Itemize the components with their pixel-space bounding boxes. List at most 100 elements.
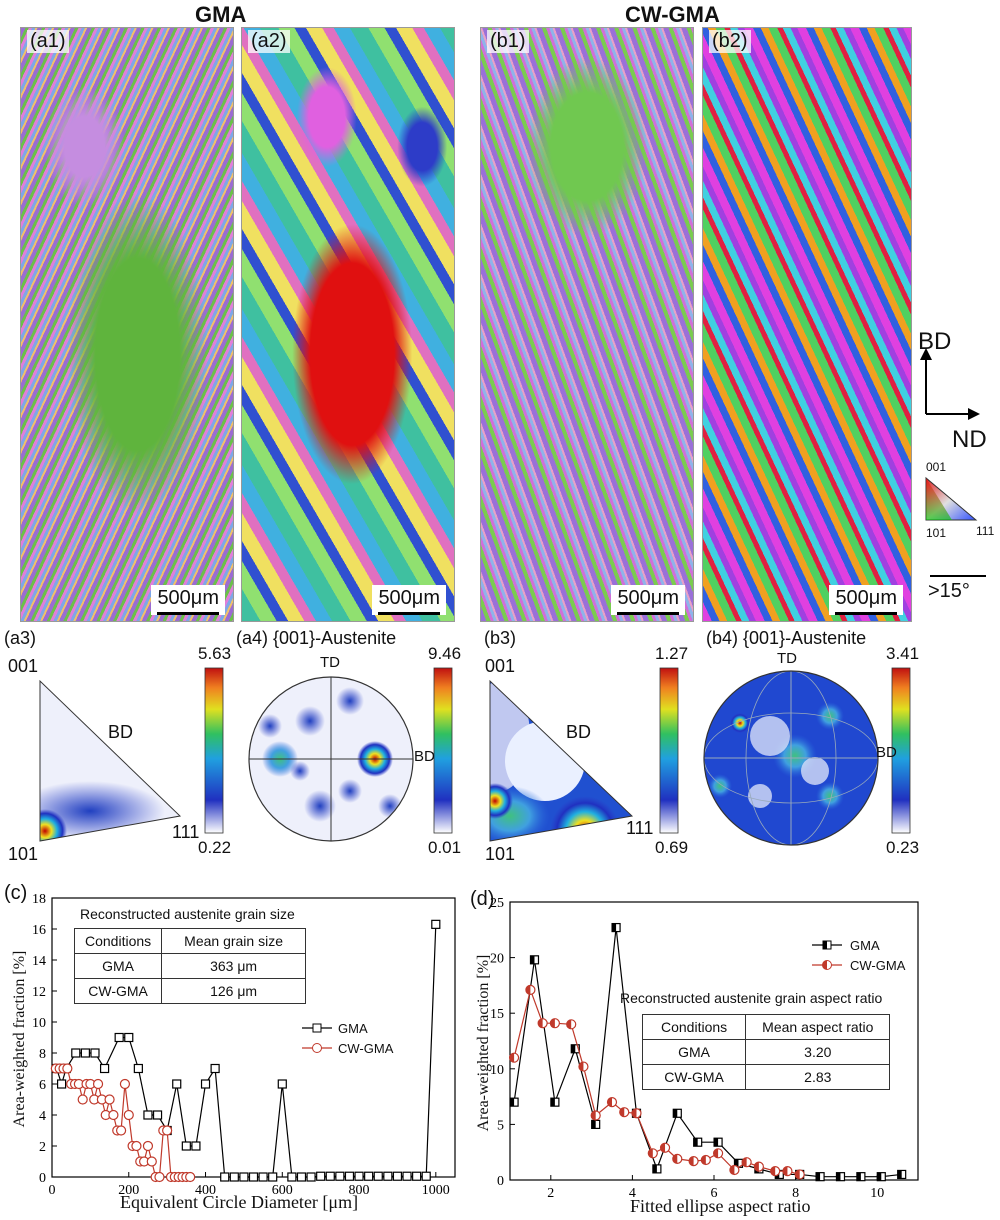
table-cell: GMA [73,953,163,979]
data-point-fill [509,1053,515,1063]
scale-bar-a2: 500μm [372,585,446,615]
data-point-fill [795,1169,800,1179]
table-cell: GMA [641,1039,747,1065]
data-point-fill [673,1109,678,1118]
chart-d-table-title: Reconstructed austenite grain aspect rat… [620,990,883,1006]
b3-101-label: 101 [485,844,516,864]
y-tick-label: 18 [32,892,46,907]
x-tick-label: 0 [49,1183,56,1198]
b3-max-label: 1.27 [655,644,689,663]
y-tick-label: 20 [490,952,504,967]
b3-001-label: 001 [485,656,516,676]
panel-label-b2: (b2) [709,30,751,53]
data-point-fill [525,985,531,995]
data-point [220,1172,230,1182]
a3-min-label: 0.22 [198,838,232,857]
orientation-legend [920,348,986,577]
legend-c-gma: GMA [338,1021,368,1036]
panel-label-d: (d) [470,888,495,910]
data-point-fill [701,1155,706,1165]
legend-c-cwgma: CW-GMA [338,1041,394,1056]
colorbar-b4 [891,667,911,834]
data-point [402,1171,412,1181]
table-header: Mean grain size [161,928,306,954]
data-point [373,1171,383,1181]
ipf-101-label: 101 [926,526,947,540]
data-point [185,1171,196,1183]
data-point [133,1063,143,1074]
x-tick-label: 4 [629,1186,636,1201]
a3-bd-label: BD [108,722,134,742]
chart-c-xlabel: Equivalent Circle Diameter [μm] [120,1192,359,1212]
y-tick-label: 5 [497,1118,504,1133]
a4-max-label: 9.46 [428,644,462,663]
data-point-fill [877,1172,882,1181]
colorbar-a4 [433,667,453,834]
a4-bd-label: BD [414,748,435,765]
panel-label-b1: (b1) [487,30,529,53]
data-point [306,1172,316,1182]
data-point [239,1172,249,1182]
data-point [392,1171,403,1181]
data-point-fill [729,1165,735,1175]
data-point [154,1171,165,1183]
y-tick-label: 8 [39,1047,46,1062]
data-point-fill [816,1172,821,1181]
y-tick-label: 10 [490,1063,504,1078]
ipf-001-label: 001 [926,460,947,474]
data-point [354,1171,364,1181]
x-tick-label: 600 [272,1183,293,1198]
table-header: Conditions [73,928,163,954]
ebsd-map-b1: (b1) 500μm [480,27,694,622]
data-point-fill [693,1138,698,1147]
table-cell: 363 μm [161,953,306,979]
ebsd-map-a2: (a2) 500μm [241,27,455,622]
table-cell: 126 μm [161,978,306,1004]
x-tick-label: 2 [547,1186,554,1201]
data-point [104,1094,115,1105]
data-point-fill [571,1044,576,1053]
table-cell: 3.20 [745,1039,891,1065]
ebsd-map-b2: (b2) 500μm [702,27,912,622]
scale-bar-label: 500μm [157,587,219,609]
texture-row [39,667,911,846]
data-point [316,1171,326,1181]
x-tick-label: 800 [349,1183,370,1198]
scale-bar-label: 500μm [835,587,897,609]
x-tick-label: 8 [792,1186,799,1201]
data-point [152,1110,163,1120]
chart-c: 0 200 400 600 800 1000 0 2 4 6 8 10 12 14 16 18 [32,892,456,1198]
b3-min-label: 0.69 [655,838,689,857]
data-point-fill [591,1120,596,1129]
data-point [162,1125,173,1136]
legend-marker [312,1043,322,1053]
data-point [181,1141,191,1151]
chart-d: 2 4 6 8 10 0 5 10 15 20 25 [490,896,919,1201]
data-point-fill [578,1062,584,1072]
scale-bar-label: 500μm [378,587,440,609]
b3-bd-label: BD [566,722,592,742]
b4-min-label: 0.23 [886,838,920,857]
b4-td-label: TD [777,650,797,667]
colorbar-a3 [204,667,224,834]
legend-d-gma: GMA [850,938,880,953]
data-point [287,1172,297,1182]
panel-label-a2: (a2) [248,30,290,53]
data-point [108,1109,119,1121]
colorbar-b3 [659,667,679,834]
data-point-fill [754,1162,759,1172]
scale-bar-label: 500μm [617,587,679,609]
data-point [77,1094,88,1105]
chart-c-table-title: Reconstructed austenite grain size [80,906,295,922]
data-point-fill [538,1018,543,1028]
b4-max-label: 3.41 [886,644,920,663]
data-point [258,1172,268,1182]
data-point-fill [619,1107,625,1117]
a3-111-label: 111 [172,822,200,842]
data-point [146,1156,157,1167]
data-point [92,1078,104,1090]
data-point-fill [607,1097,612,1107]
x-tick-label: 6 [711,1186,718,1201]
a3-101-label: 101 [8,844,39,864]
data-point-fill [612,923,617,932]
